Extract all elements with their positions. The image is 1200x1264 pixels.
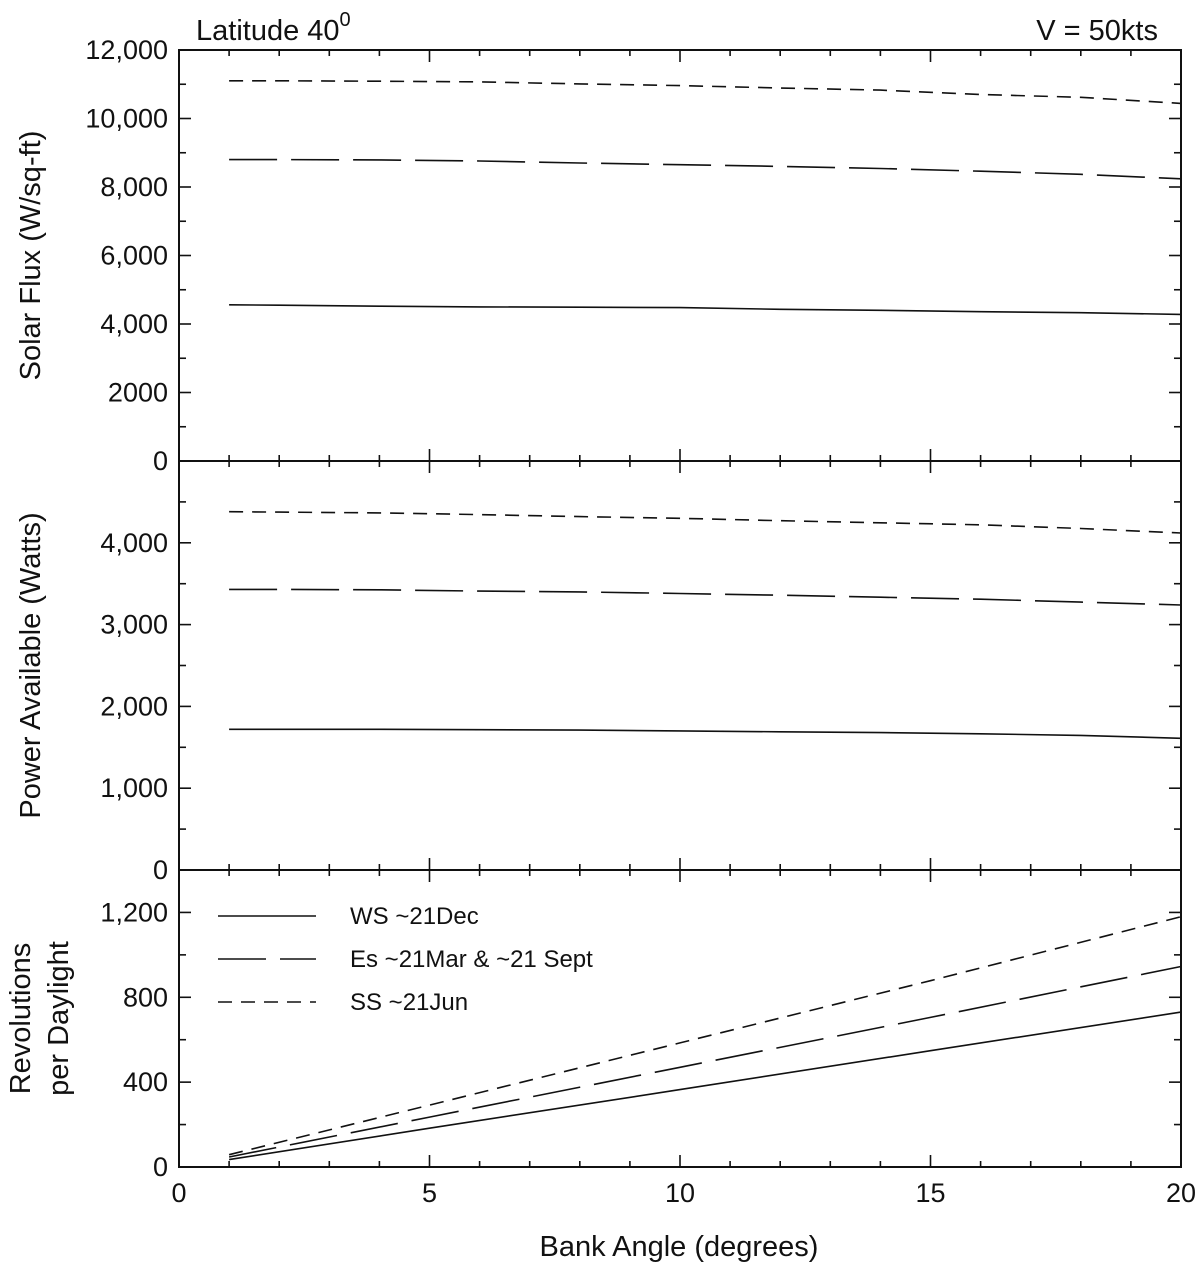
y-tick-label: 8,000	[100, 172, 168, 202]
x-tick-label: 5	[422, 1178, 437, 1208]
y-tick-label: 12,000	[85, 35, 168, 65]
series-line-short-dash	[228, 915, 1182, 1156]
series-line-solid	[229, 728, 1182, 740]
legend-label: SS ~21Jun	[350, 989, 468, 1016]
panel-3-frame	[178, 869, 1182, 1168]
y-axis-title: Solar Flux (W/sq-ft)	[15, 131, 47, 381]
velocity-annotation: V = 50kts	[1036, 15, 1158, 47]
x-axis-title: Bank Angle (degrees)	[540, 1231, 819, 1263]
x-tick-label: 10	[665, 1178, 695, 1208]
y-tick-label: 2,000	[100, 691, 168, 721]
latitude-annotation: Latitude 400	[196, 9, 351, 47]
y-axis-title: per Daylight	[43, 941, 75, 1096]
panel-1: 0 2000 4,000 6,000 8,000 10,000 12,000 Solar Fl…	[15, 35, 1182, 476]
series-line-long-dash	[228, 965, 1182, 1158]
legend: WS ~21Dec Es ~21Mar & ~21 Sept SS ~21Jun	[218, 903, 593, 1016]
y-tick-label: 0	[153, 855, 168, 885]
series-line-short-dash	[229, 80, 1182, 105]
y-tick-label: 0	[153, 446, 168, 476]
y-tick-label: 1,200	[100, 897, 168, 927]
x-tick-label: 20	[1166, 1178, 1196, 1208]
series-line-long-dash	[229, 588, 1182, 606]
y-axis-title: Power Available (Watts)	[15, 512, 47, 818]
series-line-short-dash	[229, 510, 1182, 534]
x-tick-label: 0	[171, 1178, 186, 1208]
y-tick-label: 0	[153, 1152, 168, 1182]
series-line-solid	[229, 304, 1182, 316]
y-tick-label: 10,000	[85, 104, 168, 134]
y-tick-label: 2000	[108, 378, 168, 408]
y-tick-label: 3,000	[100, 610, 168, 640]
y-tick-label: 4,000	[100, 309, 168, 339]
panel-1-frame	[178, 49, 1182, 462]
y-tick-label: 6,000	[100, 241, 168, 271]
series-line-solid	[228, 1011, 1182, 1161]
y-tick-label: 800	[123, 982, 168, 1012]
y-axis-title: Revolutions	[5, 943, 37, 1095]
panel-3: 0 400 800 1,200 0 5 10 15 20 Revolutions per Dayli…	[5, 869, 1196, 1208]
series-line-long-dash	[229, 158, 1182, 180]
panel-2: 0 1,000 2,000 3,000 4,000 Power Available (Wa…	[15, 460, 1182, 885]
legend-label: WS ~21Dec	[350, 903, 479, 930]
y-tick-label: 400	[123, 1067, 168, 1097]
panel-2-frame	[178, 460, 1182, 871]
x-tick-label: 15	[915, 1178, 945, 1208]
y-tick-label: 1,000	[100, 773, 168, 803]
y-tick-label: 4,000	[100, 528, 168, 558]
legend-label: Es ~21Mar & ~21 Sept	[350, 946, 593, 973]
